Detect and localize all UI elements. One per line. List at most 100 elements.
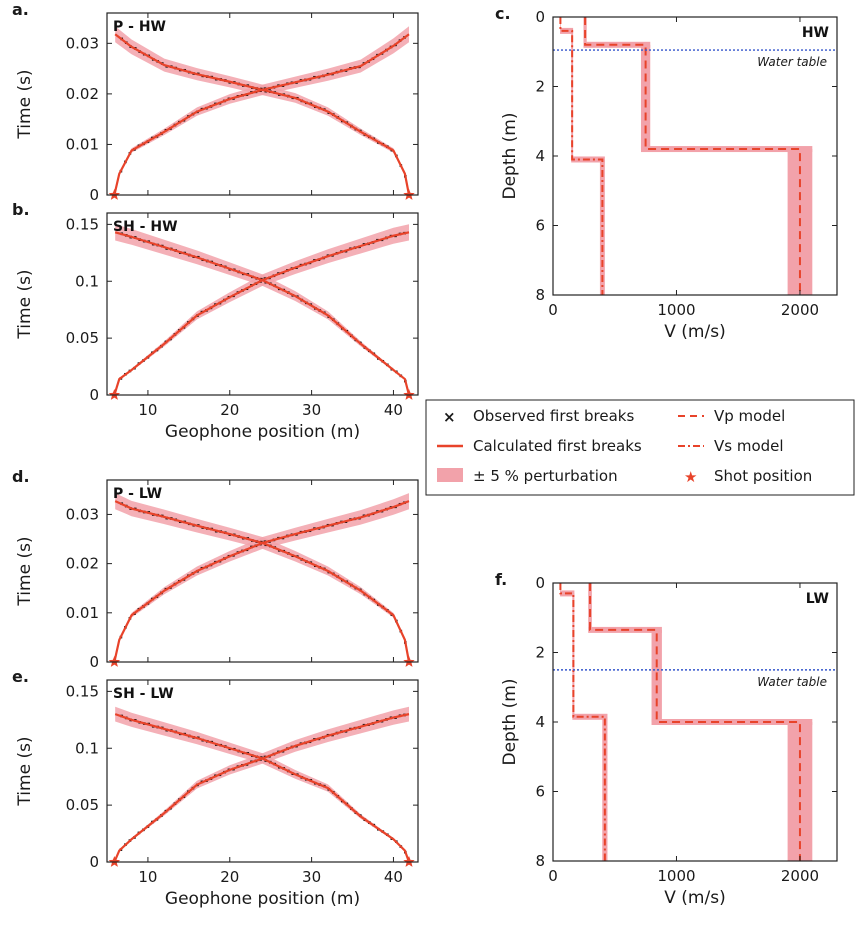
y-tick-label: 0.01 [66, 135, 99, 153]
water-table-label: Water table [757, 55, 827, 69]
legend-band-swatch [437, 468, 463, 482]
panel-d: 0 0.01 0.02 0.03 Time (s) P - LW d. [12, 467, 419, 671]
legend-obs-label: Observed first breaks [473, 407, 634, 425]
plot-area-e [113, 706, 411, 862]
axes-frame [106, 679, 419, 863]
y-tick-label: 0 [535, 8, 545, 26]
x-tick-label: 10 [138, 401, 157, 419]
panel-label: d. [12, 467, 30, 486]
perturbation-band [115, 493, 409, 662]
vp-model-line [584, 17, 801, 295]
y-tick-label: 4 [535, 147, 545, 165]
panel-label: f. [495, 570, 507, 589]
panel-label: c. [495, 4, 511, 23]
calculated-first-breaks-line [113, 33, 410, 195]
y-tick-label: 0 [89, 386, 99, 404]
y-tick-label: 0.15 [66, 215, 99, 233]
x-tick-label: 2000 [781, 301, 819, 319]
y-tick-label: 8 [535, 852, 545, 870]
plot-area-b [113, 224, 411, 395]
x-tick-label: 30 [302, 401, 321, 419]
legend-shot-label: Shot position [714, 467, 812, 485]
legend-band-label: ± 5 % perturbation [473, 467, 618, 485]
panel-label: e. [12, 667, 29, 686]
y-tick-label: 0.01 [66, 604, 99, 622]
y-tick-label: 2 [535, 644, 545, 662]
y-tick-label: 6 [535, 217, 545, 235]
x-tick-label: 20 [220, 401, 239, 419]
y-tick-label: 0.03 [66, 34, 99, 52]
y-axis-label: Time (s) [15, 269, 35, 339]
panel-title: HW [802, 25, 829, 41]
calculated-first-breaks-line [113, 231, 410, 395]
x-axis-label: Geophone position (m) [165, 889, 360, 909]
y-axis-label: Time (s) [15, 536, 35, 606]
x-tick-label: 1000 [657, 301, 695, 319]
y-tick-label: 4 [535, 713, 545, 731]
x-tick-label: 0 [548, 867, 558, 885]
x-axis-label: V (m/s) [664, 322, 725, 342]
panel-title: LW [806, 591, 829, 607]
vp-model-line [589, 583, 801, 861]
x-tick-label: 30 [302, 868, 321, 886]
calculated-first-breaks-line [114, 33, 411, 195]
y-tick-label: 0 [89, 853, 99, 871]
plot-area-f [559, 583, 813, 861]
panel-c: Water table 0 1000 2000 0 2 4 6 8 V (m/s) Depth (m… [495, 4, 838, 342]
y-tick-label: 0 [89, 653, 99, 671]
perturbation-band [114, 224, 409, 395]
x-tick-label: 2000 [781, 867, 819, 885]
calculated-first-breaks-line [113, 713, 410, 862]
calculated-first-breaks-line [114, 713, 411, 862]
axes-frame [106, 212, 419, 396]
y-axis-label: Depth (m) [500, 112, 520, 199]
y-tick-label: 2 [535, 78, 545, 96]
x-axis-label: V (m/s) [664, 888, 725, 908]
perturbation-band [114, 26, 409, 195]
legend-obs-marker: × [443, 408, 456, 426]
vp-perturbation-band [588, 583, 592, 630]
vs-model-line [559, 583, 606, 861]
vp-perturbation-band [640, 44, 651, 150]
perturbation-band [114, 493, 409, 662]
y-tick-label: 0 [89, 186, 99, 204]
legend-shot-marker: ★ [684, 468, 697, 486]
panel-b: 10 20 30 40 0 0.05 0.1 0.15 Geophone position (m… [12, 200, 419, 442]
calculated-first-breaks-line [114, 231, 411, 395]
calculated-first-breaks-line [114, 500, 411, 662]
y-tick-label: 0.15 [66, 682, 99, 700]
calculated-first-breaks-line [113, 500, 410, 662]
y-tick-label: 0.02 [66, 85, 99, 103]
x-tick-label: 20 [220, 868, 239, 886]
panel-title: SH - HW [113, 219, 178, 235]
x-tick-label: 1000 [657, 867, 695, 885]
legend-frame [425, 399, 855, 496]
water-table-label: Water table [757, 675, 827, 689]
panel-label: b. [12, 200, 30, 219]
y-tick-label: 0 [535, 574, 545, 592]
plot-area-c [559, 17, 813, 295]
plot-area-d [113, 493, 411, 662]
vs-perturbation-band [572, 713, 608, 720]
x-tick-label: 10 [138, 868, 157, 886]
y-tick-label: 0.1 [75, 739, 99, 757]
axes-frame [106, 12, 419, 196]
y-tick-label: 0.02 [66, 555, 99, 573]
axes-frame [106, 479, 419, 663]
y-tick-label: 0.05 [66, 796, 99, 814]
legend-vp-label: Vp model [714, 407, 785, 425]
perturbation-band [115, 706, 409, 862]
x-axis-label: Geophone position (m) [165, 422, 360, 442]
x-tick-label: 40 [384, 868, 403, 886]
y-tick-label: 6 [535, 783, 545, 801]
y-axis-label: Time (s) [15, 69, 35, 139]
y-tick-label: 0.1 [75, 272, 99, 290]
y-tick-label: 0.03 [66, 505, 99, 523]
x-tick-label: 0 [548, 301, 558, 319]
x-tick-label: 40 [384, 401, 403, 419]
plot-area-a [113, 26, 411, 195]
panel-label: a. [12, 0, 29, 19]
panel-title: P - LW [113, 486, 162, 502]
vs-perturbation-band [571, 30, 574, 160]
